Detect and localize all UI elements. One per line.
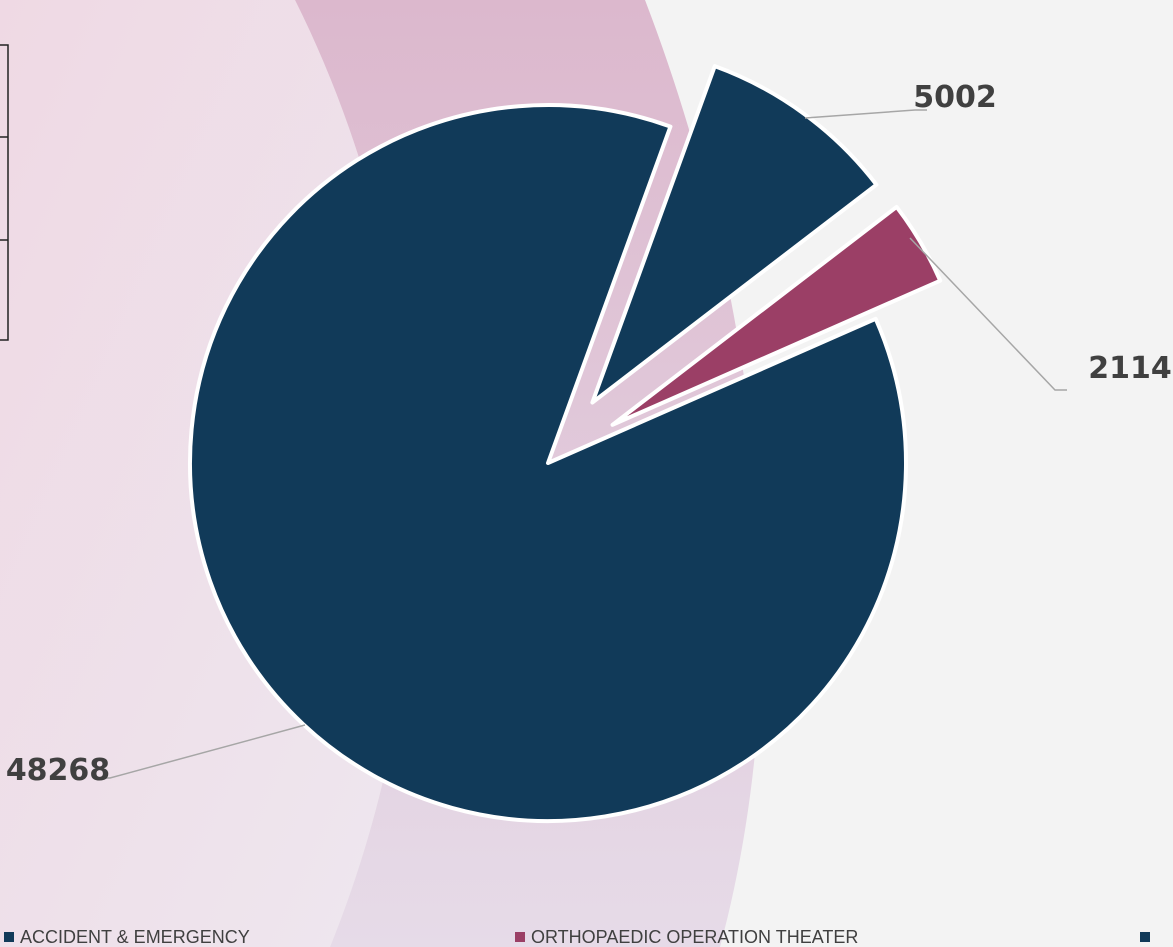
- legend-swatch: [1140, 932, 1150, 942]
- data-label: 2114: [1088, 351, 1172, 386]
- leader-line: [804, 109, 927, 119]
- legend-label: ORTHOPAEDIC OPERATION THEATER: [531, 927, 858, 947]
- legend-swatch: [4, 932, 14, 942]
- legend-swatch: [515, 932, 525, 942]
- data-label: 48268: [6, 753, 110, 788]
- leader-line: [909, 237, 1067, 391]
- pie-slice: [610, 204, 943, 427]
- pie-slice: [590, 64, 879, 405]
- data-label: 5002: [913, 80, 997, 115]
- table-edge: [0, 44, 9, 341]
- pie-slice: [188, 103, 908, 823]
- leader-line: [98, 724, 306, 779]
- legend-label: ACCIDENT & EMERGENCY: [20, 927, 250, 947]
